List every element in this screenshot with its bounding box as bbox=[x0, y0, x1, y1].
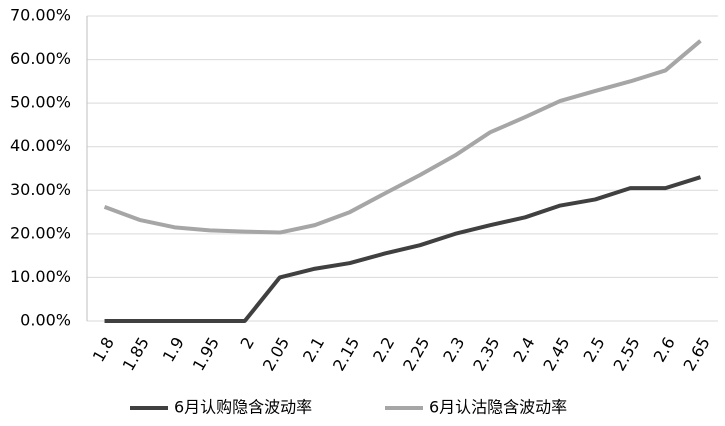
x-tick-label: 2.55 bbox=[609, 334, 643, 374]
x-tick-label: 2 bbox=[237, 334, 259, 352]
y-tick-label: 50.00% bbox=[10, 93, 71, 112]
y-tick-label: 20.00% bbox=[10, 223, 71, 242]
x-tick-label: 2.25 bbox=[399, 334, 433, 374]
x-tick-label: 2.35 bbox=[469, 334, 503, 374]
x-tick-label: 1.85 bbox=[119, 334, 153, 374]
x-tick-label: 2.6 bbox=[650, 334, 679, 366]
x-tick-label: 2.65 bbox=[680, 334, 714, 374]
x-tick-label: 1.95 bbox=[189, 334, 223, 374]
x-tick-label: 2.3 bbox=[439, 334, 468, 366]
y-tick-label: 0.00% bbox=[20, 311, 71, 330]
y-tick-label: 40.00% bbox=[10, 136, 71, 155]
x-tick-label: 1.9 bbox=[159, 334, 188, 366]
y-tick-label: 30.00% bbox=[10, 180, 71, 199]
y-tick-label: 60.00% bbox=[10, 49, 71, 68]
x-tick-label: 1.8 bbox=[89, 334, 118, 366]
legend-label: 6月认购隐含波动率 bbox=[174, 398, 312, 417]
legend-label: 6月认沽隐含波动率 bbox=[429, 398, 567, 417]
x-tick-label: 2.5 bbox=[579, 334, 608, 366]
series-line bbox=[104, 175, 702, 323]
x-tick-label: 2.05 bbox=[259, 334, 293, 374]
x-tick-label: 2.2 bbox=[369, 334, 398, 366]
y-tick-label: 10.00% bbox=[10, 267, 71, 286]
series-line bbox=[103, 39, 702, 235]
x-tick-label: 2.45 bbox=[539, 334, 573, 374]
x-tick-label: 2.4 bbox=[509, 334, 538, 366]
y-tick-label: 70.00% bbox=[10, 6, 71, 25]
x-tick-label: 2.15 bbox=[329, 334, 363, 374]
x-tick-label: 2.1 bbox=[299, 334, 328, 366]
